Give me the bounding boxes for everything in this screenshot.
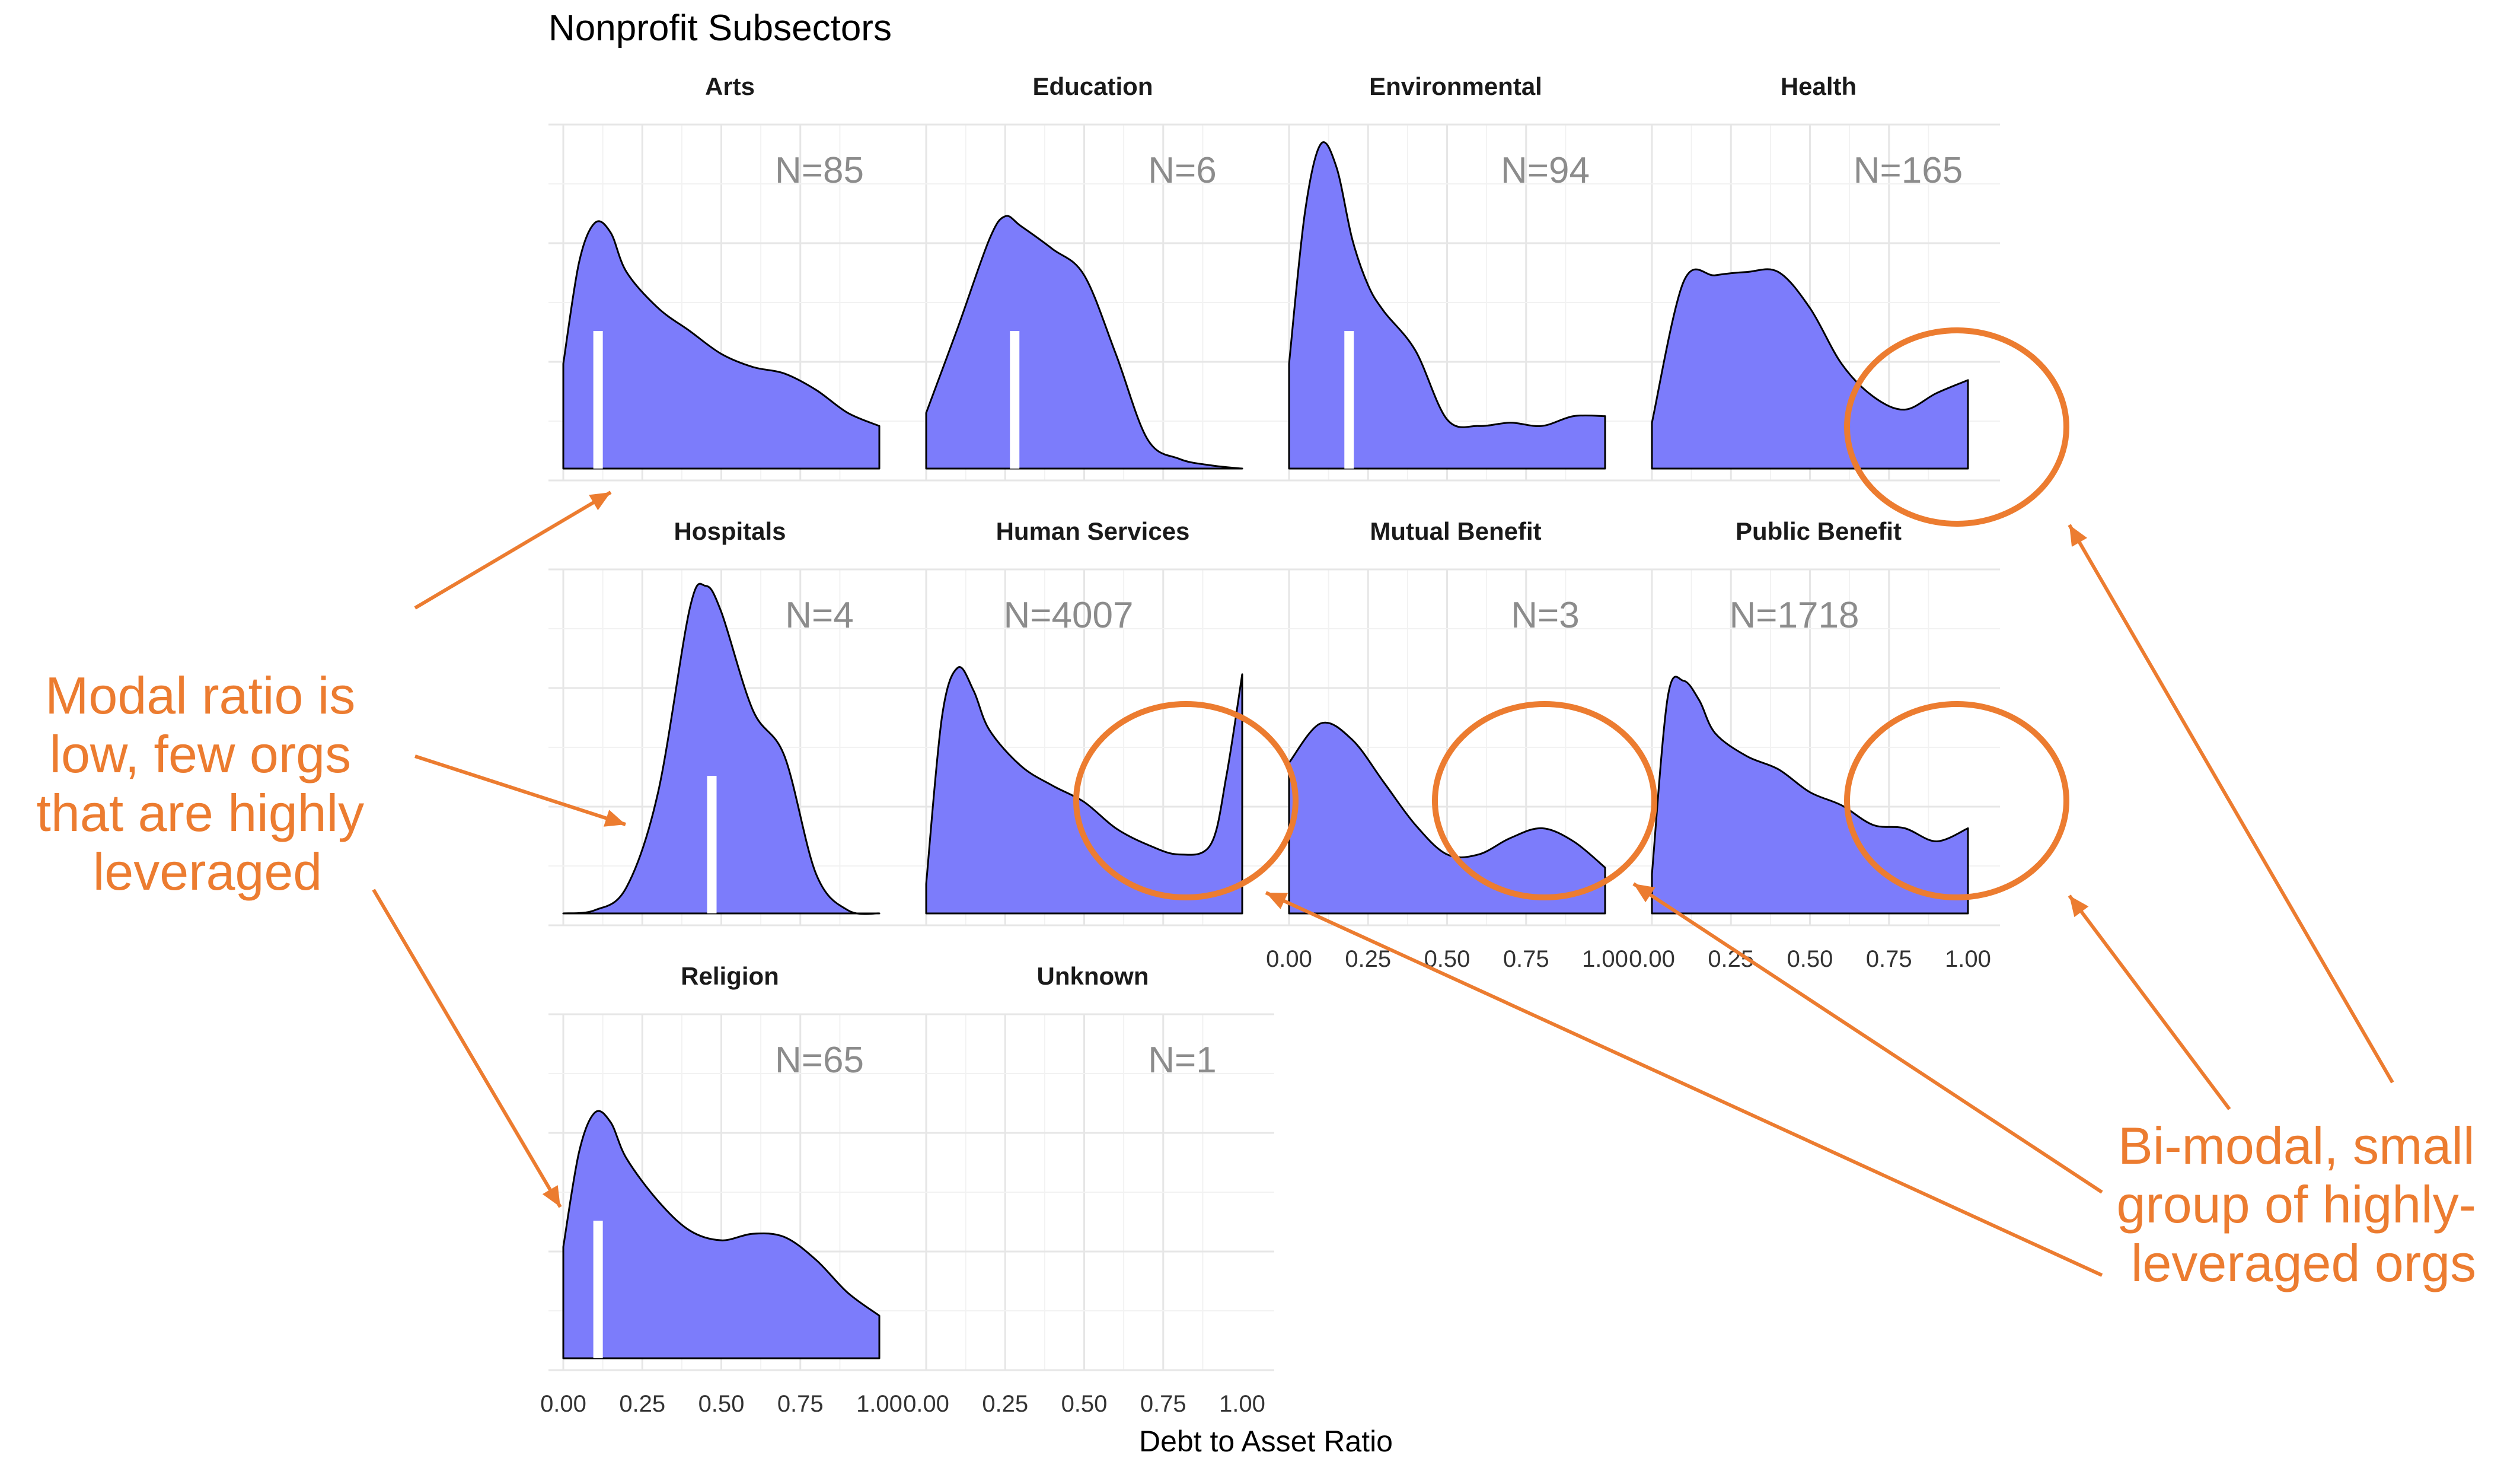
- facet-label-environmental: Environmental: [1369, 72, 1542, 100]
- median-marker-environmental: [1344, 331, 1354, 469]
- annotation-modal-line-2: low, few orgs: [49, 725, 351, 784]
- x-tick-label: 0.75: [1866, 946, 1912, 972]
- highlight-circle-health: [1844, 327, 2069, 527]
- x-tick-label: 0.00: [1266, 946, 1312, 972]
- panel-education: Education N=6: [911, 72, 1274, 482]
- chart-title: Nonprofit Subsectors: [548, 8, 892, 49]
- annotation-arrow-line: [1632, 882, 2103, 1194]
- n-count-public-benefit: N=1718: [1730, 595, 1859, 636]
- annotation-bimodal: Bi-modal, small group of highly- leverag…: [2116, 1116, 2490, 1292]
- facet-panels: Arts N=85 Education N=6 Environmental N=94 Hea…: [548, 72, 2000, 1371]
- x-tick-label: 1.00: [1945, 946, 1991, 972]
- annotation-arrows: [372, 491, 2394, 1277]
- facet-label-health: Health: [1781, 72, 1856, 100]
- annotation-bimodal-line-2: group of highly-: [2116, 1175, 2476, 1234]
- x-tick-label: 0.50: [1061, 1391, 1108, 1417]
- annotation-arrow-head: [2069, 896, 2089, 918]
- panel-hospitals: Hospitals N=4: [548, 517, 911, 926]
- panel-arts: Arts N=85: [548, 72, 911, 482]
- x-axis-label: Debt to Asset Ratio: [1139, 1425, 1393, 1458]
- annotation-bimodal-line-3: leveraged orgs: [2131, 1234, 2476, 1292]
- annotation-modal-line-4: leveraged: [93, 842, 323, 901]
- n-count-education: N=6: [1148, 150, 1216, 191]
- x-tick-label: 0.00: [1629, 946, 1675, 972]
- x-tick-label: 0.00: [903, 1391, 949, 1417]
- facet-label-human-services: Human Services: [996, 517, 1190, 545]
- x-tick-label: 0.25: [619, 1391, 665, 1417]
- n-count-human-services: N=4007: [1004, 595, 1134, 636]
- x-tick-label: 0.25: [1345, 946, 1391, 972]
- annotation-arrow-head: [1634, 884, 1655, 903]
- facet-label-mutual-benefit: Mutual Benefit: [1370, 517, 1541, 545]
- n-count-unknown: N=1: [1148, 1040, 1216, 1081]
- density-area-environmental: [1288, 141, 1606, 470]
- density-area-religion: [562, 1110, 881, 1359]
- x-tick-label: 1.00: [1219, 1391, 1265, 1417]
- density-area-arts: [562, 220, 881, 470]
- panel-religion: Religion N=65: [548, 962, 911, 1371]
- x-tick-label: 0.75: [1503, 946, 1549, 972]
- highlight-circle-public-benefit: [1844, 701, 2069, 900]
- x-tick-label: 0.25: [982, 1391, 1028, 1417]
- annotation-arrow-head: [589, 492, 611, 511]
- density-area-health: [1651, 268, 1969, 470]
- median-marker-arts: [593, 331, 603, 469]
- annotation-arrow-line: [414, 754, 626, 826]
- x-tick-label: 0.75: [777, 1391, 824, 1417]
- panel-mutual-benefit: Mutual Benefit N=3: [1274, 517, 1637, 926]
- annotation-arrow-line: [2068, 894, 2231, 1110]
- facet-label-education: Education: [1032, 72, 1153, 100]
- panel-environmental: Environmental N=94: [1274, 72, 1637, 482]
- median-marker-hospitals: [707, 776, 717, 913]
- median-marker-education: [1010, 331, 1020, 469]
- density-area-education: [925, 215, 1243, 470]
- density-area-mutual-benefit: [1288, 721, 1606, 915]
- annotation-arrow-line: [2068, 524, 2394, 1084]
- annotation-arrow-line: [372, 889, 562, 1208]
- highlight-circle-mutual-benefit: [1432, 701, 1657, 900]
- n-count-hospitals: N=4: [785, 595, 853, 636]
- n-count-religion: N=65: [775, 1040, 864, 1081]
- panel-unknown: Unknown N=1: [911, 962, 1274, 1371]
- annotation-modal-line-3: that are highly: [36, 784, 364, 842]
- n-count-arts: N=85: [775, 150, 864, 191]
- x-tick-label: 1.00: [856, 1391, 902, 1417]
- annotation-modal-ratio: Modal ratio is low, few orgs that are hi…: [36, 666, 378, 901]
- annotation-arrow-head: [542, 1185, 560, 1207]
- annotation-arrow-head: [604, 810, 626, 827]
- highlight-circle-human-services: [1073, 701, 1299, 900]
- n-count-health: N=165: [1854, 150, 1963, 191]
- annotation-arrow-head: [1266, 893, 1288, 909]
- density-area-hospitals: [562, 582, 881, 915]
- annotation-arrow-line: [414, 491, 612, 610]
- x-tick-label: 1.00: [1582, 946, 1628, 972]
- facet-label-unknown: Unknown: [1037, 962, 1149, 990]
- x-axis-ticks: 0.00 0.25 0.50 0.75 1.00 0.00 0.25 0.50 0.75 1.00…: [540, 946, 1991, 1417]
- x-tick-label: 0.00: [540, 1391, 586, 1417]
- annotation-arrow-line: [1265, 891, 2103, 1277]
- facet-label-public-benefit: Public Benefit: [1736, 517, 1902, 545]
- n-count-environmental: N=94: [1501, 150, 1590, 191]
- median-marker-religion: [593, 1221, 603, 1358]
- density-area-public-benefit: [1651, 676, 1969, 915]
- facet-label-religion: Religion: [681, 962, 779, 990]
- annotations: Modal ratio is low, few orgs that are hi…: [36, 327, 2490, 1292]
- annotation-bimodal-line-1: Bi-modal, small: [2118, 1116, 2474, 1175]
- n-count-mutual-benefit: N=3: [1511, 595, 1579, 636]
- panel-health: Health N=165: [1637, 72, 2000, 482]
- x-tick-label: 0.50: [1787, 946, 1833, 972]
- panel-human-services: Human Services N=4007: [911, 517, 1274, 926]
- annotation-modal-line-1: Modal ratio is: [45, 666, 355, 725]
- x-tick-label: 0.75: [1140, 1391, 1186, 1417]
- facet-label-hospitals: Hospitals: [674, 517, 786, 545]
- facet-label-arts: Arts: [705, 72, 755, 100]
- density-area-human-services: [925, 666, 1243, 915]
- x-tick-label: 0.50: [698, 1391, 745, 1417]
- annotation-arrow-head: [2069, 525, 2088, 547]
- panel-public-benefit: Public Benefit N=1718: [1637, 517, 2000, 926]
